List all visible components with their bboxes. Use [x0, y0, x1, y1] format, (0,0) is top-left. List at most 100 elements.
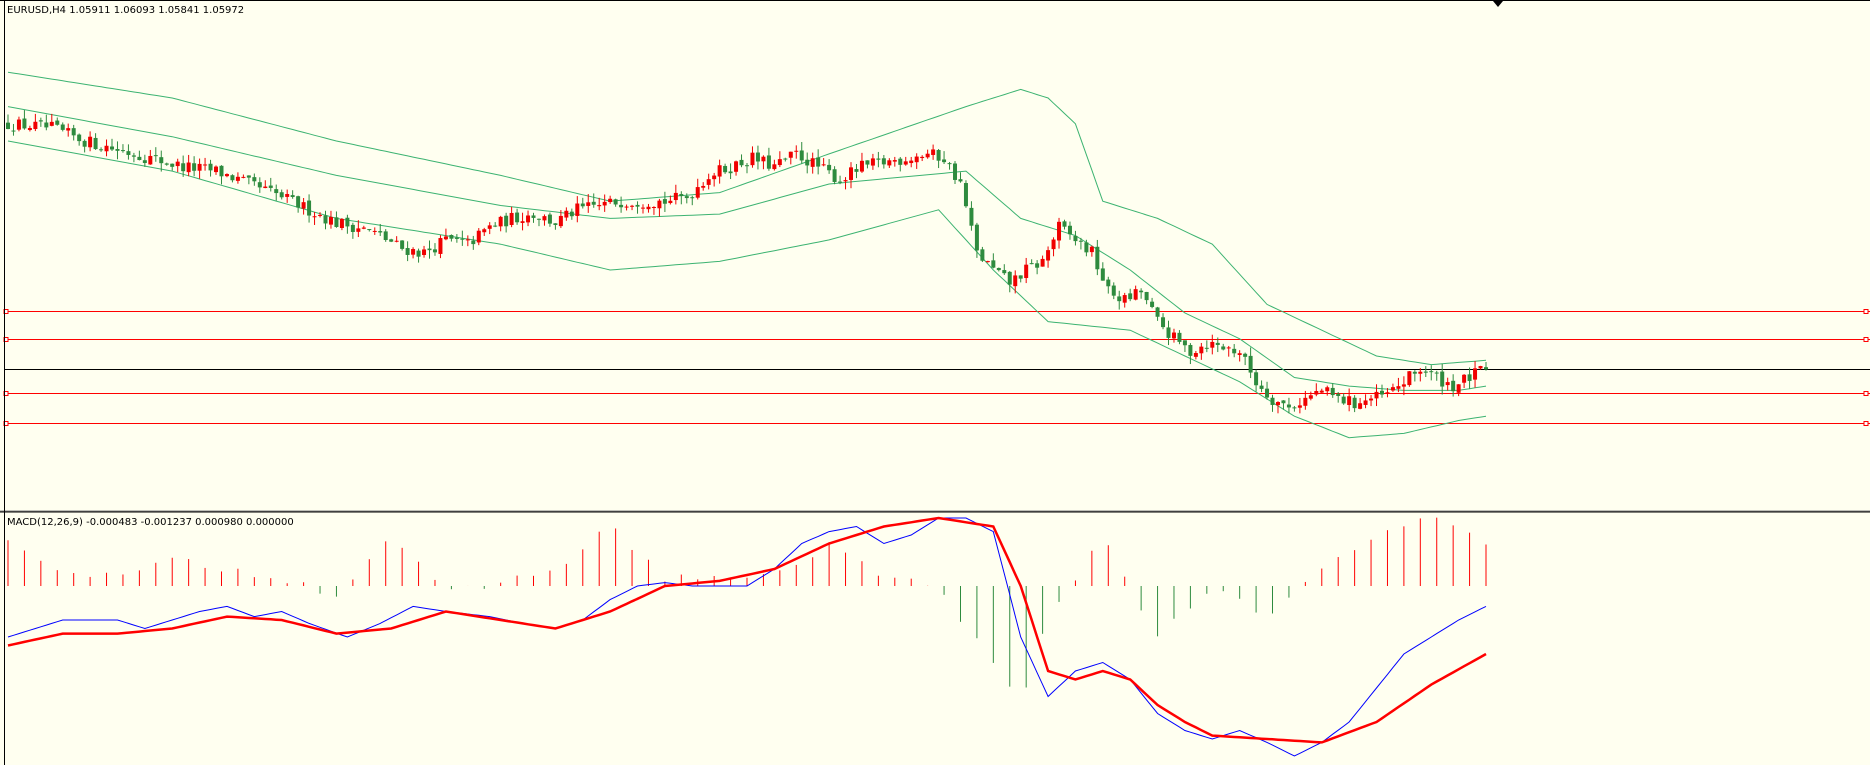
- macd-main-line: [7, 517, 1487, 757]
- bear-candle: [1144, 291, 1149, 301]
- bear-candle: [805, 159, 810, 166]
- bear-candle: [432, 249, 437, 253]
- bear-candle: [110, 146, 115, 150]
- bull-candle: [1401, 384, 1406, 387]
- bear-candle: [1352, 397, 1357, 409]
- bull-candle: [203, 164, 208, 166]
- bull-candle: [1358, 403, 1363, 409]
- bear-candle: [1067, 225, 1072, 235]
- bull-candle: [892, 160, 897, 162]
- bull-candle: [931, 149, 936, 155]
- bear-candle: [1018, 275, 1023, 279]
- bull-candle: [821, 164, 826, 166]
- bull-candle: [422, 249, 427, 255]
- bull-candle: [1013, 275, 1018, 287]
- bull-candle: [186, 162, 191, 173]
- bear-candle: [1150, 301, 1155, 307]
- chart-shift-marker-icon[interactable]: [1493, 1, 1503, 7]
- bull-candle: [263, 186, 268, 189]
- macd-pane[interactable]: [7, 516, 1487, 757]
- bull-candle: [542, 216, 547, 221]
- bull-candle: [706, 179, 711, 185]
- bull-candle: [175, 161, 180, 167]
- bear-candle: [531, 215, 536, 218]
- bear-candle: [115, 149, 120, 151]
- bear-candle: [865, 160, 870, 165]
- macd-signal-line: [7, 516, 1487, 744]
- bull-candle: [465, 239, 470, 241]
- bear-candle: [536, 218, 541, 220]
- bear-candle: [1007, 271, 1012, 285]
- bull-candle: [695, 187, 700, 198]
- bear-candle: [1259, 385, 1264, 389]
- bull-candle: [734, 161, 739, 172]
- bear-candle: [1451, 380, 1456, 392]
- bull-candle: [624, 206, 629, 208]
- bear-candle: [367, 229, 372, 231]
- bull-candle: [476, 230, 481, 243]
- bull-candle: [1193, 353, 1198, 357]
- bear-candle: [383, 231, 388, 241]
- level-right-handle: [1863, 309, 1869, 314]
- bull-candle: [361, 227, 366, 229]
- bull-candle: [16, 119, 21, 130]
- bull-candle: [1303, 397, 1308, 406]
- bull-candle: [1133, 289, 1138, 300]
- bear-candle: [1423, 371, 1428, 373]
- bear-candle: [427, 248, 432, 251]
- bull-candle: [1369, 398, 1374, 401]
- bear-candle: [1379, 390, 1384, 395]
- bear-candle: [6, 122, 10, 130]
- level-right-handle: [1863, 421, 1869, 426]
- bear-candle: [1062, 221, 1067, 227]
- bull-candle: [1199, 346, 1204, 354]
- bull-candle: [241, 176, 246, 178]
- bull-candle: [301, 202, 306, 209]
- bull-candle: [608, 198, 613, 203]
- bear-candle: [99, 149, 104, 151]
- bear-candle: [1330, 387, 1335, 396]
- bull-candle: [285, 194, 290, 197]
- bull-candle: [1046, 250, 1051, 261]
- bear-candle: [219, 165, 224, 177]
- bear-candle: [1232, 348, 1237, 354]
- bear-candle: [739, 159, 744, 166]
- bull-candle: [438, 238, 443, 254]
- bull-candle: [1396, 386, 1401, 389]
- bear-candle: [1139, 290, 1144, 293]
- bear-candle: [1248, 355, 1253, 373]
- bollinger-middle-band: [7, 106, 1487, 391]
- bear-candle: [60, 124, 65, 130]
- bear-candle: [980, 249, 985, 261]
- bear-candle: [799, 150, 804, 161]
- bull-candle: [1226, 347, 1231, 349]
- bull-candle: [914, 156, 919, 163]
- bear-candle: [553, 223, 558, 225]
- bear-candle: [471, 240, 476, 245]
- bear-candle: [958, 179, 963, 182]
- level-right-handle: [1863, 337, 1869, 342]
- bear-candle: [460, 238, 465, 240]
- bear-candle: [969, 207, 974, 226]
- bull-candle: [761, 156, 766, 162]
- price-pane[interactable]: [3, 71, 1870, 439]
- bear-candle: [449, 235, 454, 239]
- bull-candle: [909, 160, 914, 164]
- bull-candle: [235, 176, 240, 181]
- bull-candle: [1297, 405, 1302, 408]
- bear-candle: [257, 182, 262, 188]
- bull-candle: [27, 128, 32, 131]
- bull-candle: [520, 221, 525, 223]
- bear-candle: [454, 237, 459, 239]
- bear-candle: [827, 164, 832, 171]
- bear-candle: [153, 155, 158, 157]
- bear-candle: [504, 215, 509, 227]
- bear-candle: [766, 155, 771, 169]
- bull-candle: [1308, 395, 1313, 399]
- bollinger-upper-band: [7, 71, 1487, 366]
- bear-candle: [1265, 388, 1270, 398]
- bull-candle: [1210, 341, 1215, 348]
- bear-candle: [876, 158, 881, 160]
- bear-candle: [1484, 367, 1488, 370]
